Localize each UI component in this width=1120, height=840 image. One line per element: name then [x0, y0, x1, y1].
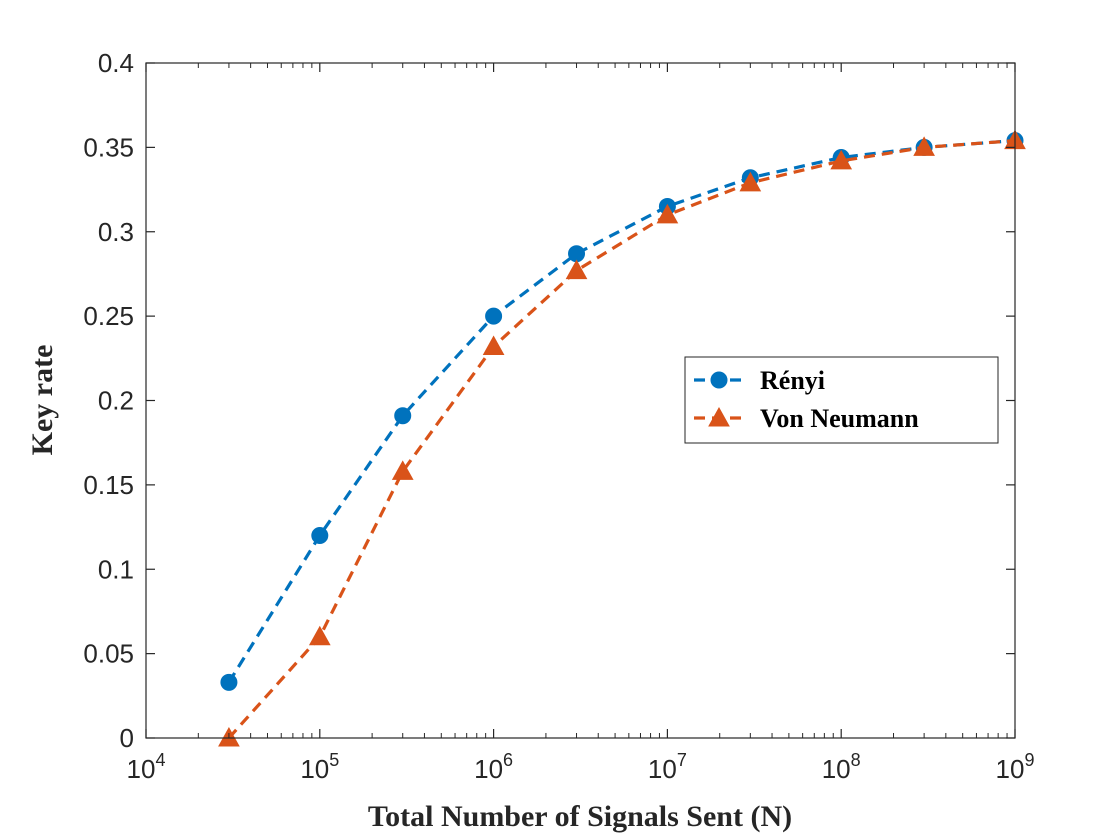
x-tick-label: 104 — [127, 750, 166, 784]
y-tick-label: 0.3 — [98, 217, 134, 247]
legend-label: Rényi — [760, 366, 825, 395]
x-tick-label: 107 — [648, 750, 687, 784]
x-tick-base: 10 — [648, 754, 677, 784]
data-point — [220, 673, 238, 691]
x-tick-exponent: 6 — [503, 750, 513, 770]
x-tick-label: 109 — [996, 750, 1035, 784]
legend-box — [684, 356, 999, 444]
series-layer — [218, 129, 1026, 747]
y-tick-label: 0.15 — [83, 470, 134, 500]
legend-entries: Rényi Von Neumann — [694, 366, 919, 433]
x-tick-exponent: 8 — [851, 750, 861, 770]
y-tick-label: 0.1 — [98, 554, 134, 584]
x-tick-base: 10 — [996, 754, 1025, 784]
legend-entry: Rényi — [694, 366, 825, 395]
x-tick-label: 105 — [300, 750, 339, 784]
series-line — [227, 139, 1016, 740]
legend-label: Von Neumann — [760, 404, 919, 433]
x-tick-base: 10 — [474, 754, 503, 784]
y-tick-label: 0.2 — [98, 386, 134, 416]
y-tick-label: 0.05 — [83, 639, 134, 669]
data-point — [656, 203, 679, 224]
data-point — [739, 171, 762, 192]
data-point — [311, 527, 329, 544]
data-point — [482, 335, 505, 355]
y-tick-label: 0.25 — [83, 301, 134, 331]
x-tick-base: 10 — [300, 754, 329, 784]
legend-entry: Von Neumann — [694, 404, 919, 433]
data-point — [485, 307, 503, 325]
y-tick-label: 0 — [120, 723, 134, 753]
x-tick-base: 10 — [127, 754, 156, 784]
y-axis-title: Key rate — [26, 345, 59, 456]
series-line — [227, 139, 1016, 684]
series-von-neumann — [218, 129, 1026, 747]
x-tick-label: 108 — [822, 750, 861, 784]
data-point — [391, 460, 414, 480]
data-point — [568, 245, 586, 263]
data-point — [913, 136, 935, 156]
x-tick-label: 106 — [474, 750, 513, 784]
y-tick-label: 0.4 — [98, 48, 134, 78]
x-axis-title: Total Number of Signals Sent (N) — [368, 800, 792, 833]
x-tick-exponent: 9 — [1024, 750, 1034, 770]
x-tick-base: 10 — [822, 754, 851, 784]
legend[interactable]: Rényi Von Neumann — [684, 356, 999, 444]
legend-triangle-marker — [708, 406, 730, 427]
data-point — [830, 149, 853, 170]
data-point — [565, 259, 588, 280]
data-point — [308, 625, 331, 646]
x-tick-exponent: 5 — [329, 750, 339, 770]
legend-circle-marker — [710, 371, 728, 389]
data-point — [394, 407, 412, 425]
y-tick-label: 0.35 — [83, 132, 134, 162]
x-tick-exponent: 7 — [677, 750, 687, 770]
x-tick-exponent: 4 — [155, 750, 165, 770]
